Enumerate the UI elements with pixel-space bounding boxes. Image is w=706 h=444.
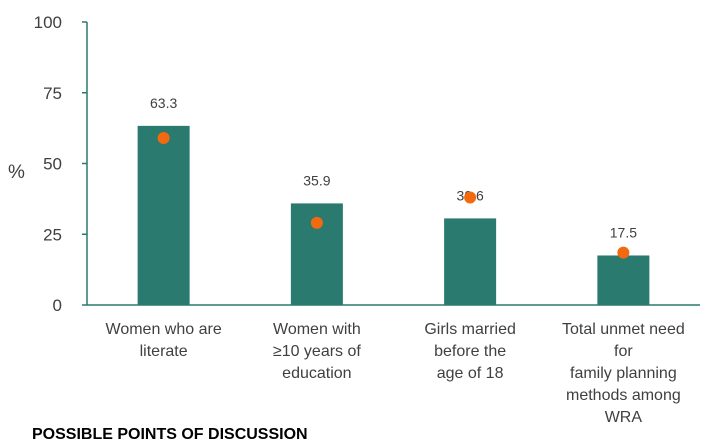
bar <box>137 125 190 306</box>
y-tick-label: 0 <box>53 296 62 315</box>
marker-point <box>464 191 477 204</box>
bars-group <box>137 125 650 306</box>
bar <box>597 255 650 305</box>
y-tick-label: 50 <box>43 155 62 174</box>
markers-group <box>157 132 630 259</box>
x-category-label: Total unmet need for family planning met… <box>562 321 685 426</box>
marker-point <box>617 246 630 259</box>
data-labels-group: 63.335.930.617.5 <box>150 95 637 241</box>
marker-point <box>157 132 170 145</box>
footer-heading: POSSIBLE POINTS OF DISCUSSION <box>32 426 308 443</box>
y-tick-label: 25 <box>43 225 62 244</box>
x-category-label: Girls married before the age of 18 <box>424 321 516 382</box>
x-category-label: Women with ≥10 years of education <box>272 321 361 382</box>
chart-axes: 0 25 50 75 100% <box>8 13 700 315</box>
y-tick-label: 100 <box>34 13 62 32</box>
x-category-label: Women who are literate <box>105 321 222 360</box>
bar <box>444 218 497 305</box>
marker-point <box>310 216 323 229</box>
data-label: 63.3 <box>150 95 177 111</box>
y-tick-label: 75 <box>43 84 62 103</box>
data-label: 17.5 <box>610 224 637 240</box>
data-label: 35.9 <box>303 172 330 188</box>
y-axis-label: % <box>8 162 25 183</box>
